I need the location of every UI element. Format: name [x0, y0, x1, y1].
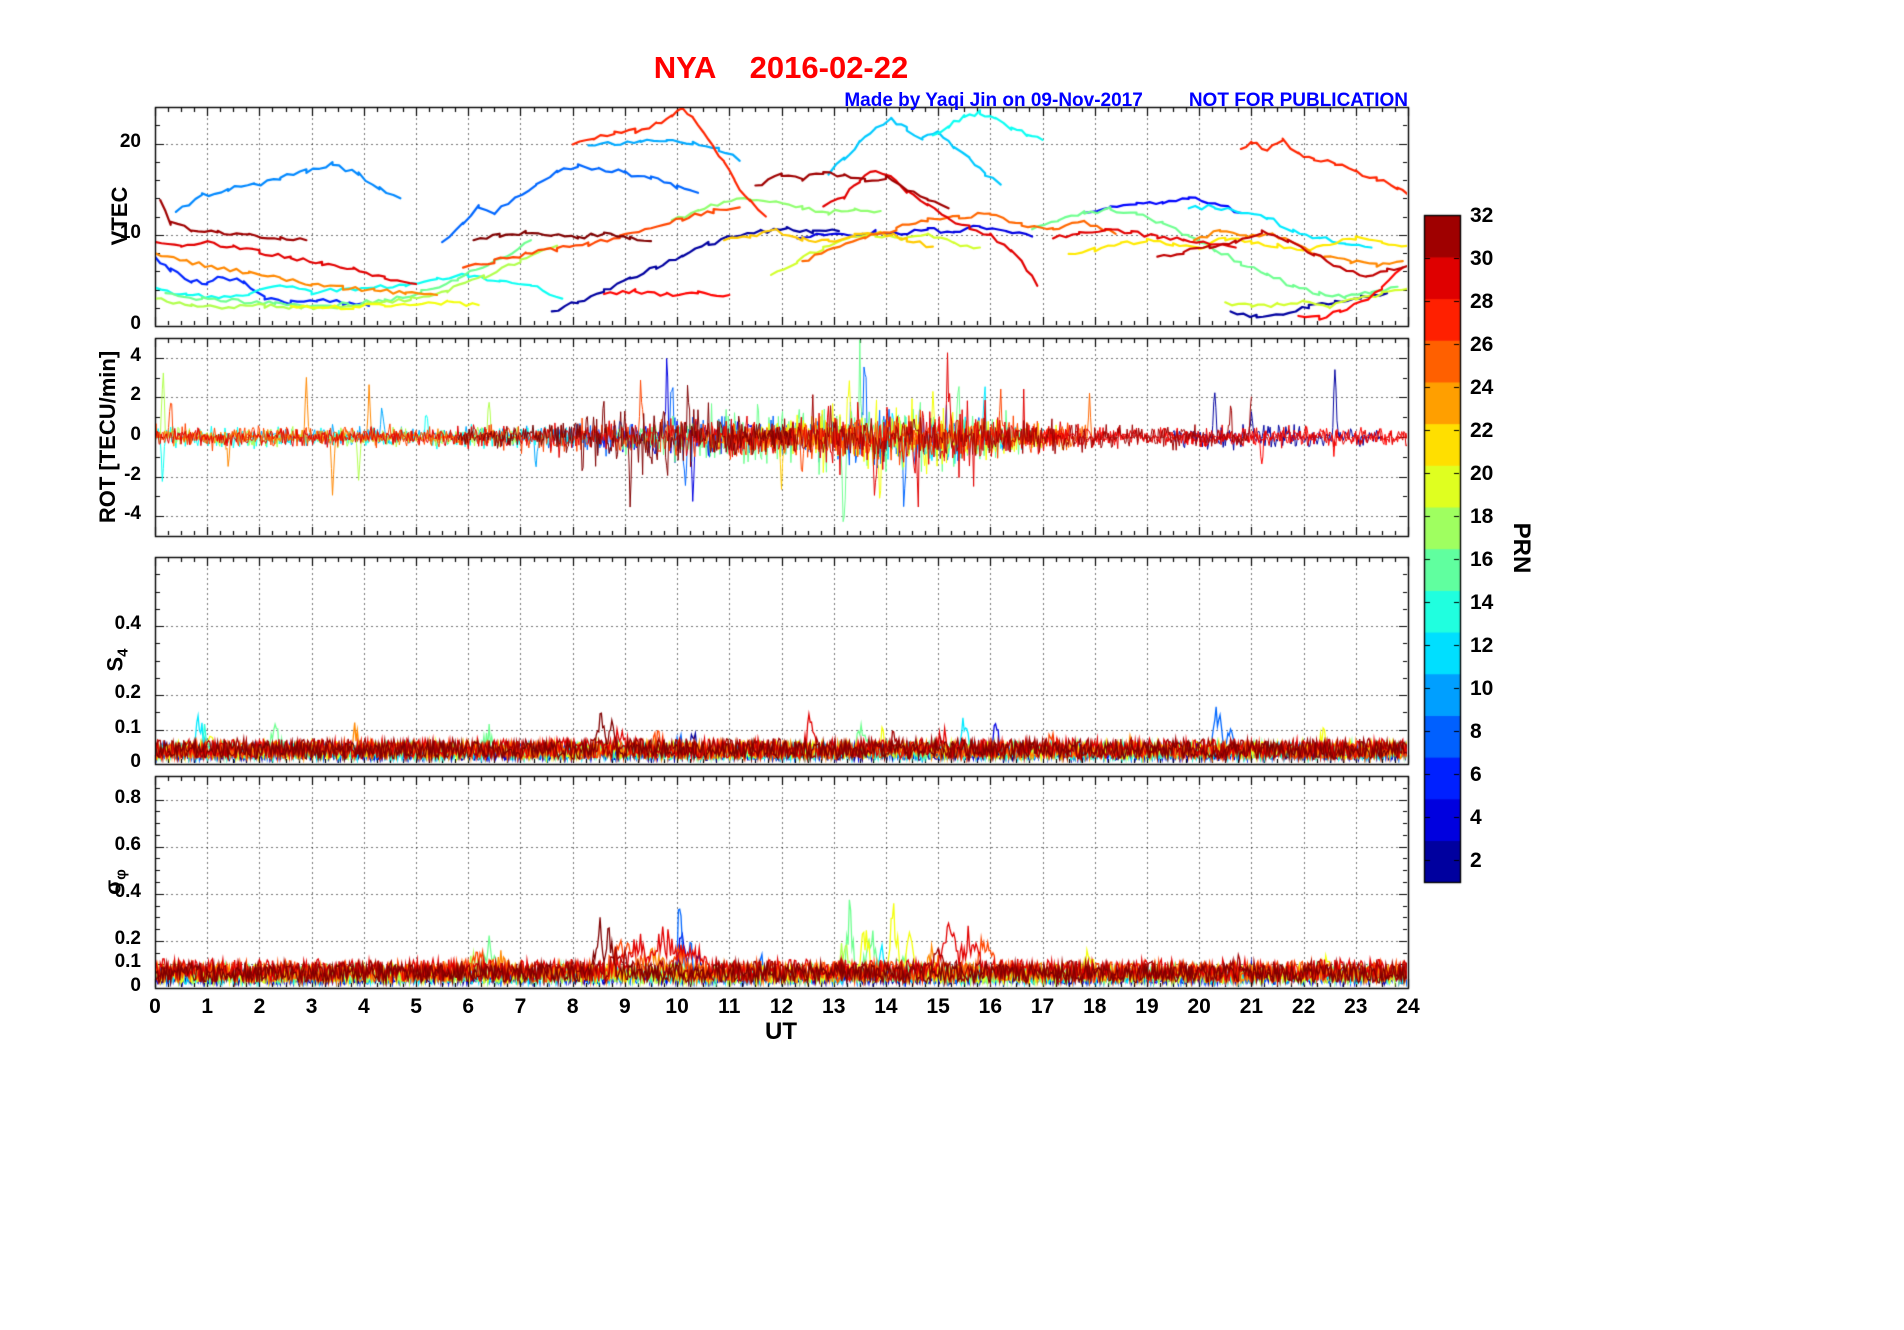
x-tick-label: 6 [462, 995, 475, 1018]
x-tick-label: 16 [978, 995, 1003, 1018]
x-tick-label: 19 [1135, 995, 1159, 1018]
x-tick-label: 20 [1187, 995, 1211, 1018]
colorbar-tick-label: 10 [1470, 676, 1494, 700]
s4-symbol: S [102, 656, 128, 672]
colorbar-tick-label: 18 [1470, 504, 1494, 528]
colorbar-tick-label: 26 [1470, 332, 1494, 356]
x-tick-label: 24 [1396, 995, 1420, 1018]
x-tick-label: 5 [410, 995, 422, 1018]
y-tick-label: 0.6 [114, 833, 141, 855]
x-tick-label: 10 [665, 995, 689, 1018]
x-tick-label: 21 [1239, 995, 1264, 1018]
x-tick-label: 15 [926, 995, 950, 1018]
colorbar-tick-label: 24 [1470, 375, 1494, 399]
colorbar-tick-label: 8 [1470, 719, 1482, 743]
x-tick-label: 0 [149, 995, 161, 1018]
sigma-symbol: σ [100, 879, 126, 895]
x-tick-label: 12 [769, 995, 794, 1018]
y-tick-label: 0 [130, 424, 141, 445]
y-tick-label: -4 [124, 503, 141, 525]
credit-text: Made by Yaqi Jin on 09-Nov-2017 [844, 90, 1143, 111]
phi-subscript: φ [112, 869, 130, 880]
y-tick-label: 0.4 [114, 880, 141, 902]
x-tick-label: 23 [1344, 995, 1368, 1018]
colorbar-tick-label: 22 [1470, 418, 1494, 442]
x-tick-label: 1 [201, 995, 214, 1018]
s4-subscript: 4 [114, 648, 132, 657]
y-tick-label: 0.2 [114, 682, 141, 703]
y-tick-label: 0.1 [114, 716, 141, 738]
colorbar-label: PRN [1508, 522, 1535, 574]
x-tick-label: 11 [718, 995, 741, 1018]
y-axis-label-rot: ROT [TECU/min] [95, 350, 120, 524]
colorbar-tick-label: 12 [1470, 633, 1494, 657]
y-tick-label: 0.8 [114, 786, 141, 808]
y-axis-label-vtec: VTEC [107, 186, 132, 246]
publication-notice: NOT FOR PUBLICATION [1188, 90, 1408, 111]
x-tick-label: 18 [1083, 995, 1107, 1018]
colorbar-tick-label: 14 [1470, 590, 1494, 614]
x-tick-label: 3 [305, 995, 318, 1018]
colorbar-tick-label: 16 [1470, 547, 1494, 571]
y-axis-label-sigma-phi: σφ [100, 869, 129, 895]
y-tick-label: 0.4 [114, 613, 141, 634]
y-tick-label: -2 [124, 463, 141, 485]
y-axis-label-s4: S4 [102, 648, 131, 671]
y-tick-label: 0 [130, 975, 141, 996]
y-tick-label: 4 [130, 344, 141, 366]
x-tick-label: 14 [874, 995, 898, 1018]
chart-title: NYA 2016-02-22 [653, 50, 909, 85]
colorbar-tick-label: 32 [1470, 203, 1494, 227]
colorbar-tick-label: 2 [1470, 848, 1482, 872]
y-tick-label: 0 [130, 313, 141, 334]
colorbar-tick-label: 6 [1470, 762, 1482, 786]
x-tick-label: 22 [1291, 995, 1316, 1018]
x-tick-label: 8 [566, 995, 579, 1018]
x-tick-label: 13 [822, 995, 846, 1018]
y-tick-label: 2 [130, 384, 141, 406]
colorbar-tick-label: 28 [1470, 289, 1494, 313]
y-tick-label: 20 [119, 130, 141, 152]
x-axis-label: UT [765, 1018, 797, 1045]
y-tick-label: 0 [130, 751, 141, 772]
colorbar-tick-label: 20 [1470, 461, 1494, 485]
y-tick-label: 0.1 [114, 951, 141, 973]
colorbar-tick-label: 30 [1470, 246, 1494, 270]
x-tick-label: 4 [357, 995, 370, 1018]
x-tick-label: 9 [619, 995, 631, 1018]
x-tick-label: 17 [1030, 995, 1055, 1018]
x-tick-label: 2 [253, 995, 266, 1018]
subtitle: Made by Yaqi Jin on 09-Nov-2017 NOT FOR … [155, 90, 1408, 112]
colorbar-tick-label: 4 [1470, 805, 1482, 829]
y-tick-label: 10 [119, 221, 141, 243]
x-tick-label: 7 [514, 995, 527, 1018]
y-tick-label: 0.2 [114, 927, 141, 949]
